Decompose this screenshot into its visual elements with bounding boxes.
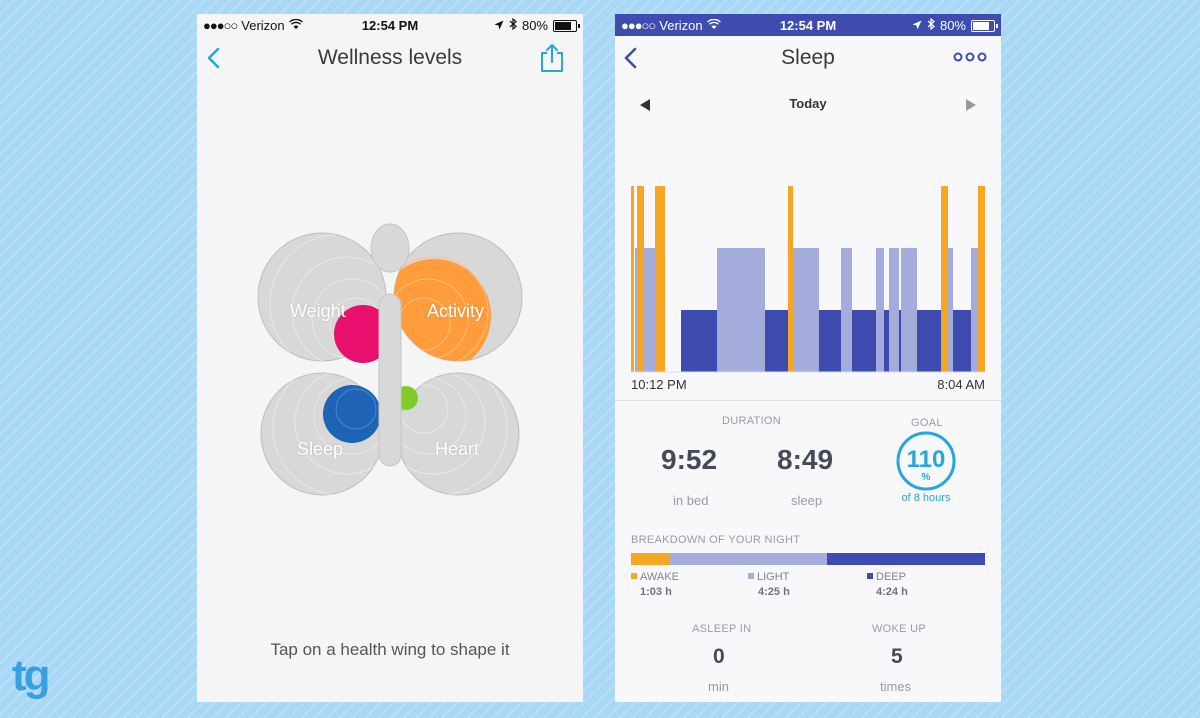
battery-icon — [553, 19, 580, 32]
activity-wing-label: Activity — [427, 301, 485, 321]
asleep-in-value: 0 — [713, 645, 725, 668]
goal-percent-value: 110 — [906, 446, 946, 473]
goal-percent-unit: % — [921, 472, 931, 483]
butterfly-head — [370, 223, 410, 273]
woke-up-unit: times — [880, 679, 912, 694]
sleep-wing-label: Sleep — [297, 439, 344, 459]
woke-up-caption: WOKE UP — [872, 623, 927, 635]
location-icon — [912, 18, 922, 33]
legend-light-label: LIGHT — [757, 571, 790, 583]
deep-swatch — [867, 573, 873, 579]
sleep-wing[interactable] — [260, 361, 407, 496]
signal-strength: ●●●○○ — [203, 18, 238, 33]
chevron-left-icon — [207, 47, 220, 69]
wellness-butterfly: Weight Activity Sleep Heart — [252, 204, 528, 504]
wellness-screen: ●●●○○ Verizon 12:54 PM 80% Wellness leve… — [197, 14, 583, 702]
more-dots-icon — [953, 52, 987, 62]
breakdown-caption: BREAKDOWN OF YOUR NIGHT — [631, 534, 801, 546]
goal-label: of 8 hours — [901, 492, 951, 504]
divider — [615, 400, 1001, 401]
page-title: Sleep — [781, 46, 835, 69]
sleep-chart-graphic — [631, 186, 985, 373]
legend-awake-value: 1:03 h — [640, 586, 672, 598]
weight-wing-label: Weight — [290, 301, 346, 321]
legend-deep-label: DEEP — [876, 571, 906, 583]
legend-deep: DEEP — [867, 571, 906, 583]
next-day-button[interactable] — [963, 97, 979, 113]
breakdown-awake-segment — [631, 553, 669, 565]
sleep-screen: ●●●○○ Verizon 12:54 PM 80% Sleep — [615, 14, 1001, 702]
bluetooth-icon — [927, 17, 935, 33]
butterfly-body — [378, 293, 402, 467]
wifi-icon — [288, 18, 303, 33]
duration-caption: DURATION — [722, 415, 782, 427]
sleep-stage-chart — [631, 174, 985, 374]
legend-awake: AWAKE — [631, 571, 679, 583]
page-title: Wellness levels — [317, 46, 463, 69]
breakdown-bar — [631, 553, 985, 565]
deep-sleep-segments — [681, 310, 971, 372]
status-bar: ●●●○○ Verizon 12:54 PM 80% — [197, 14, 583, 36]
sleep-label: sleep — [791, 493, 823, 508]
goal-progress-ring — [896, 431, 956, 491]
carrier-name: Verizon — [659, 18, 703, 33]
share-button[interactable] — [539, 43, 565, 73]
bluetooth-icon — [509, 17, 517, 33]
asleep-in-caption: ASLEEP IN — [692, 623, 752, 635]
tg-watermark-logo: tg — [12, 651, 50, 700]
awake-swatch — [631, 573, 637, 579]
legend-light: LIGHT — [748, 571, 789, 583]
wifi-icon — [706, 18, 721, 33]
nav-bar: Wellness levels — [197, 36, 583, 80]
chart-start-time: 10:12 PM — [631, 377, 687, 392]
heart-wing-label: Heart — [435, 439, 480, 459]
triangle-left-icon — [640, 99, 650, 111]
woke-up-value: 5 — [891, 645, 903, 668]
in-bed-label: in bed — [673, 493, 709, 508]
battery-percent: 80% — [939, 18, 966, 33]
tap-hint: Tap on a health wing to shape it — [270, 640, 510, 659]
status-time: 12:54 PM — [779, 18, 837, 33]
more-options-button[interactable] — [953, 47, 987, 67]
battery-icon — [971, 19, 998, 32]
legend-light-value: 4:25 h — [758, 586, 790, 598]
breakdown-deep-segment — [827, 553, 985, 565]
battery-percent: 80% — [521, 18, 548, 33]
light-swatch — [748, 573, 754, 579]
asleep-in-unit: min — [708, 679, 729, 694]
back-button[interactable] — [619, 44, 643, 72]
sleep-value: 8:49 — [777, 444, 834, 475]
in-bed-value: 9:52 — [661, 444, 718, 475]
nav-bar: Sleep — [615, 36, 1001, 80]
chart-end-time: 8:04 AM — [937, 377, 985, 392]
previous-day-button[interactable] — [637, 97, 653, 113]
signal-strength: ●●●○○ — [621, 18, 656, 33]
status-time: 12:54 PM — [361, 18, 419, 33]
awake-segments — [631, 186, 985, 372]
triangle-right-icon — [966, 99, 976, 111]
chevron-left-icon — [624, 47, 637, 69]
share-icon — [541, 44, 563, 72]
status-bar: ●●●○○ Verizon 12:54 PM 80% — [615, 14, 1001, 36]
back-button[interactable] — [203, 44, 227, 72]
date-navigator: Today — [615, 94, 1001, 116]
breakdown-light-segment — [668, 553, 828, 565]
legend-awake-label: AWAKE — [640, 571, 679, 583]
location-icon — [494, 18, 504, 33]
date-label: Today — [789, 96, 827, 111]
legend-deep-value: 4:24 h — [876, 586, 908, 598]
carrier-name: Verizon — [241, 18, 285, 33]
goal-caption: GOAL — [911, 417, 943, 429]
butterfly-graphic — [257, 223, 523, 496]
